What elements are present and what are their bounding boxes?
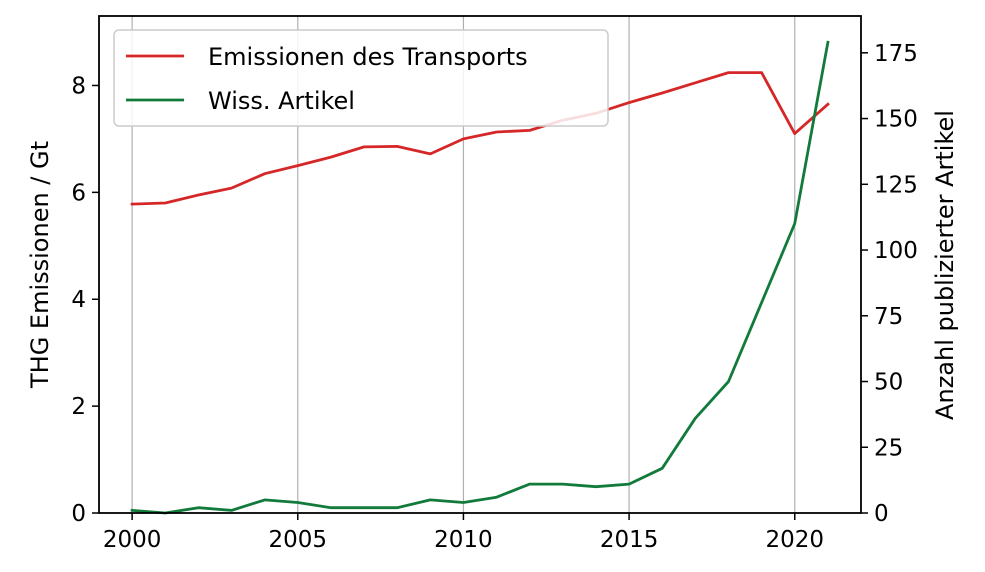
y-axis-left: 0 2 4 6 8 bbox=[71, 73, 99, 527]
y-tick-label: 8 bbox=[71, 73, 86, 99]
series-line-1 bbox=[130, 40, 830, 515]
y2-tick-label: 50 bbox=[874, 370, 903, 396]
y2-tick-label: 75 bbox=[874, 304, 903, 330]
y-axis-right: 0 25 50 75 100 125 150 175 bbox=[861, 41, 918, 527]
x-axis: 2000 2005 2010 2015 2020 bbox=[103, 513, 824, 553]
x-tick-label: 2005 bbox=[269, 527, 328, 553]
y-axis-label-left: THG Emissionen / Gt bbox=[26, 141, 54, 389]
legend: Emissionen des Transports Wiss. Artikel bbox=[113, 29, 609, 127]
y2-tick-label: 125 bbox=[874, 172, 918, 198]
series-lines bbox=[130, 40, 830, 515]
y2-tick-label: 175 bbox=[874, 41, 918, 67]
y-tick-label: 0 bbox=[71, 501, 86, 527]
y-tick-label: 6 bbox=[71, 180, 86, 206]
legend-label-1: Wiss. Artikel bbox=[208, 87, 355, 115]
y-tick-label: 2 bbox=[71, 394, 86, 420]
series-line-0 bbox=[130, 71, 830, 206]
y-axis-label-right: Anzahl publizierter Artikel bbox=[931, 110, 959, 420]
plot-frame bbox=[98, 15, 862, 514]
x-tick-label: 2015 bbox=[600, 527, 659, 553]
legend-label-0: Emissionen des Transports bbox=[208, 43, 528, 71]
legend-box bbox=[113, 29, 609, 127]
y2-tick-label: 25 bbox=[874, 435, 903, 461]
x-tick-label: 2020 bbox=[765, 527, 824, 553]
y2-tick-label: 150 bbox=[874, 107, 918, 133]
x-tick-label: 2000 bbox=[103, 527, 162, 553]
y-tick-label: 4 bbox=[71, 287, 86, 313]
x-tick-label: 2010 bbox=[434, 527, 493, 553]
y2-tick-label: 100 bbox=[874, 238, 918, 264]
y2-tick-label: 0 bbox=[874, 501, 889, 527]
